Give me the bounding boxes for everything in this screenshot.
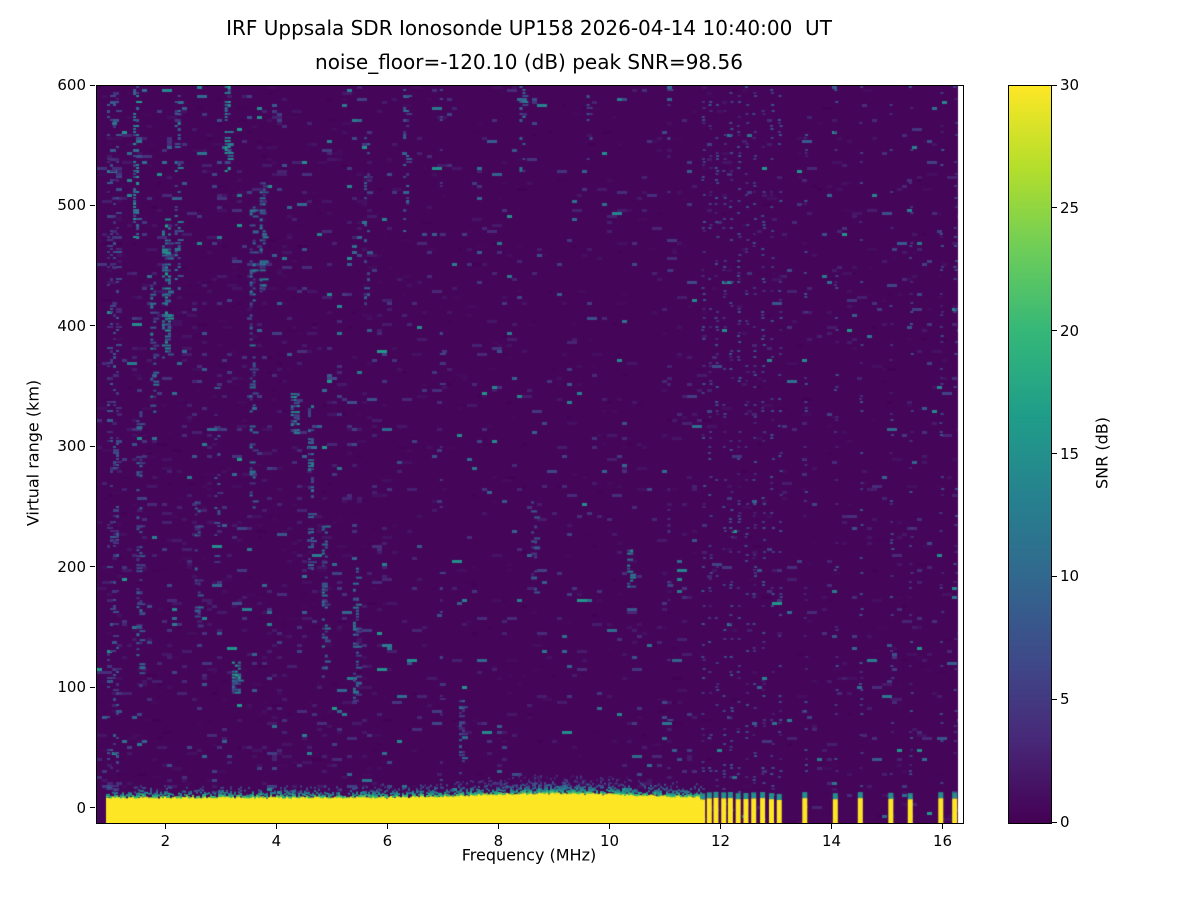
colorbar-tick-label: 5 [1060,690,1070,709]
x-tick-label: 8 [493,832,504,850]
colorbar-tick-mark [1052,821,1057,823]
x-tick-label: 4 [271,832,282,850]
colorbar-tick-mark [1052,207,1057,209]
y-tick-label: 0 [76,798,86,817]
x-tick-mark [608,824,610,829]
x-tick-label: 14 [821,832,842,850]
colorbar-tick-label: 15 [1060,444,1080,463]
plot-area [96,85,964,824]
chart-subtitle: noise_floor=-120.10 (dB) peak SNR=98.56 [315,50,743,74]
colorbar-tick-mark [1052,453,1057,454]
colorbar-tick-mark [1052,84,1057,86]
colorbar-tick-label: 30 [1060,76,1080,94]
y-tick-label: 100 [57,678,86,697]
y-tick-mark [90,325,95,327]
colorbar-tick-label: 10 [1060,567,1080,586]
colorbar-tick-label: 0 [1060,813,1070,831]
y-tick-label: 300 [57,437,86,456]
y-axis-label: Virtual range (km) [23,379,43,527]
y-tick-mark [90,204,95,206]
chart-title: IRF Uppsala SDR Ionosonde UP158 2026-04-… [226,16,832,40]
y-tick-label: 400 [57,316,86,335]
y-tick-label: 200 [57,557,86,576]
colorbar-tick-label: 20 [1060,321,1080,340]
heatmap-canvas [97,86,963,823]
x-tick-mark [720,824,722,829]
x-tick-mark [164,824,166,829]
x-tick-label: 12 [710,832,731,850]
y-tick-mark [90,84,95,86]
colorbar-gradient [1009,86,1051,823]
x-tick-label: 6 [382,832,393,850]
x-tick-mark [942,824,944,829]
y-tick-mark [90,686,95,688]
colorbar-tick-mark [1052,575,1057,577]
x-tick-label: 16 [933,832,953,850]
x-tick-label: 2 [160,832,171,850]
x-tick-mark [386,824,388,829]
colorbar [1008,85,1052,824]
x-axis-label: Frequency (MHz) [461,845,597,865]
y-tick-mark [90,807,95,809]
x-tick-mark [831,824,833,829]
y-tick-mark [90,566,95,568]
x-tick-mark [275,824,277,829]
y-tick-label: 500 [57,196,86,215]
x-tick-mark [497,824,499,829]
y-tick-mark [90,445,95,447]
colorbar-tick-label: 25 [1060,198,1080,217]
colorbar-label: SNR (dB) [1092,417,1112,489]
y-tick-label: 600 [57,76,86,94]
x-tick-label: 10 [599,832,620,850]
colorbar-tick-mark [1052,698,1057,700]
colorbar-tick-mark [1052,330,1057,332]
